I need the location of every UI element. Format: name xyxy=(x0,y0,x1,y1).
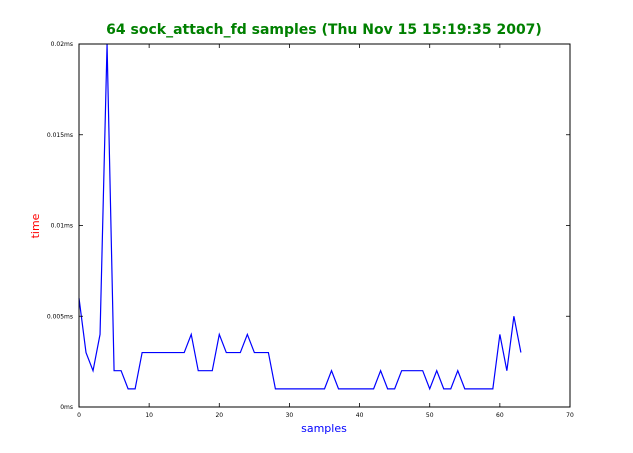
x-tick-label: 70 xyxy=(566,412,574,419)
x-tick-label: 0 xyxy=(77,412,81,419)
x-tick-label: 60 xyxy=(496,412,504,419)
x-tick-label: 30 xyxy=(286,412,294,419)
y-tick-label: 0.005ms xyxy=(47,313,73,320)
chart-title: 64 sock_attach_fd samples (Thu Nov 15 15… xyxy=(106,22,542,38)
x-tick-label: 10 xyxy=(145,412,153,419)
y-axis-label: time xyxy=(29,213,42,238)
series-line-0 xyxy=(78,43,522,391)
y-tick-label: 0.015ms xyxy=(47,132,73,139)
x-tick-label: 20 xyxy=(215,412,223,419)
x-axis-label: samples xyxy=(301,422,347,435)
plot-area: 0 10 20 30 40 50 60 70 0ms 0.005ms 0.01ms 0.015ms 0.… xyxy=(47,41,574,419)
y-tick-label: 0ms xyxy=(60,404,73,411)
x-tick-label: 50 xyxy=(426,412,434,419)
y-tick-label: 0.01ms xyxy=(51,223,73,230)
y-tick-label: 0.02ms xyxy=(51,41,73,48)
x-tick-label: 40 xyxy=(356,412,364,419)
